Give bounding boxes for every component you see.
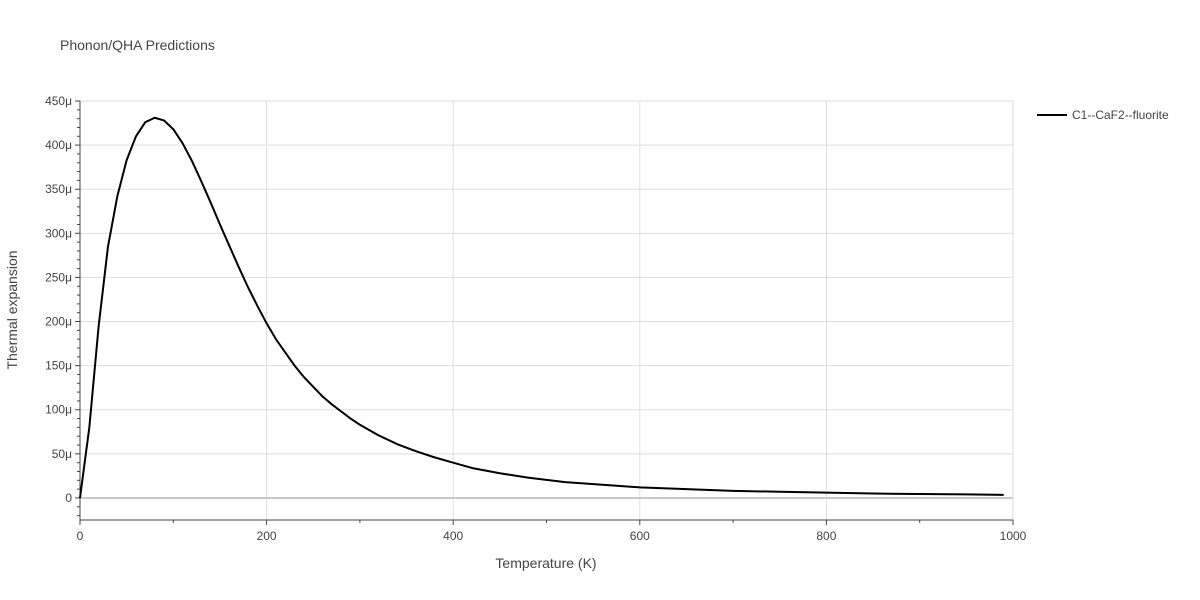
x-tick-label: 1000: [1000, 529, 1027, 543]
y-tick-label: 350μ: [45, 182, 72, 196]
x-tick-label: 800: [816, 529, 836, 543]
series-line: [79, 116, 1004, 499]
series-layer: [79, 116, 1004, 499]
y-tick-label: 50μ: [52, 447, 72, 461]
x-tick-label: 600: [630, 529, 650, 543]
y-tick-label: 150μ: [45, 359, 72, 373]
y-tick-label: 450μ: [45, 94, 72, 108]
y-tick-label: 400μ: [45, 138, 72, 152]
x-tick-label: 400: [443, 529, 463, 543]
y-tick-label: 250μ: [45, 270, 72, 284]
legend[interactable]: C1--CaF2--fluorite: [1037, 108, 1169, 122]
axis-layer: 0 200 400 600 800 1000 0 50μ 100μ 150μ 200μ 250μ 300…: [45, 94, 1027, 543]
legend-label[interactable]: C1--CaF2--fluorite: [1072, 108, 1169, 122]
y-tick-label: 0: [65, 491, 72, 505]
x-axis-title: Temperature (K): [495, 555, 596, 571]
x-tick-label: 0: [77, 529, 84, 543]
y-tick-label: 300μ: [45, 226, 72, 240]
chart-title: Phonon/QHA Predictions: [60, 37, 215, 53]
y-tick-label: 100μ: [45, 403, 72, 417]
y-axis-title: Thermal expansion: [4, 250, 20, 369]
x-tick-label: 200: [257, 529, 277, 543]
grid-layer: [80, 100, 1014, 520]
y-tick-label: 200μ: [45, 315, 72, 329]
